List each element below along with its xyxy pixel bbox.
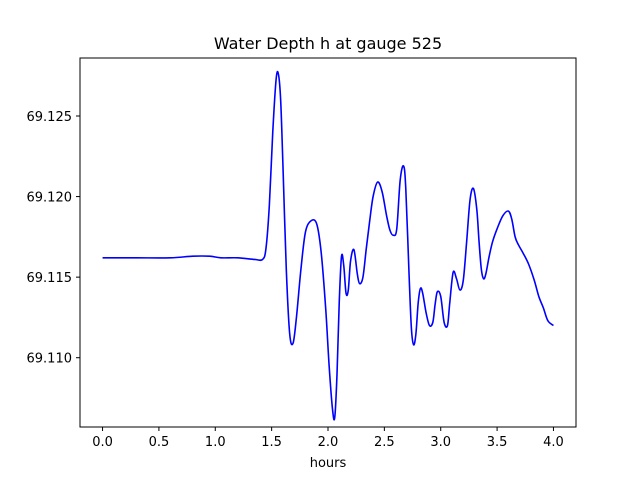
- series-line-0: [102, 70, 554, 421]
- x-tick-label: 4.0: [543, 435, 564, 450]
- y-tick-label: 69.115: [27, 271, 73, 286]
- series-layer: [102, 70, 554, 421]
- x-axis-label: hours: [310, 456, 347, 471]
- x-tick-label: 1.0: [205, 435, 226, 450]
- x-tick-label: 3.0: [430, 435, 451, 450]
- x-tick-label: 1.5: [261, 435, 282, 450]
- x-tick-label: 0.0: [92, 435, 113, 450]
- x-tick-label: 3.5: [487, 435, 508, 450]
- x-axis: 0.0 0.5 1.0 1.5 2.0 2.5 3.0 3.5 4.0: [92, 427, 564, 450]
- y-tick-label: 69.125: [27, 110, 73, 125]
- y-tick-label: 69.120: [27, 191, 73, 206]
- y-axis: 69.110 69.115 69.120 69.125: [27, 110, 80, 367]
- y-tick-label: 69.110: [27, 352, 73, 367]
- x-tick-label: 2.5: [374, 435, 395, 450]
- x-tick-label: 2.0: [318, 435, 339, 450]
- chart-title: Water Depth h at gauge 525: [214, 34, 442, 53]
- x-tick-label: 0.5: [149, 435, 170, 450]
